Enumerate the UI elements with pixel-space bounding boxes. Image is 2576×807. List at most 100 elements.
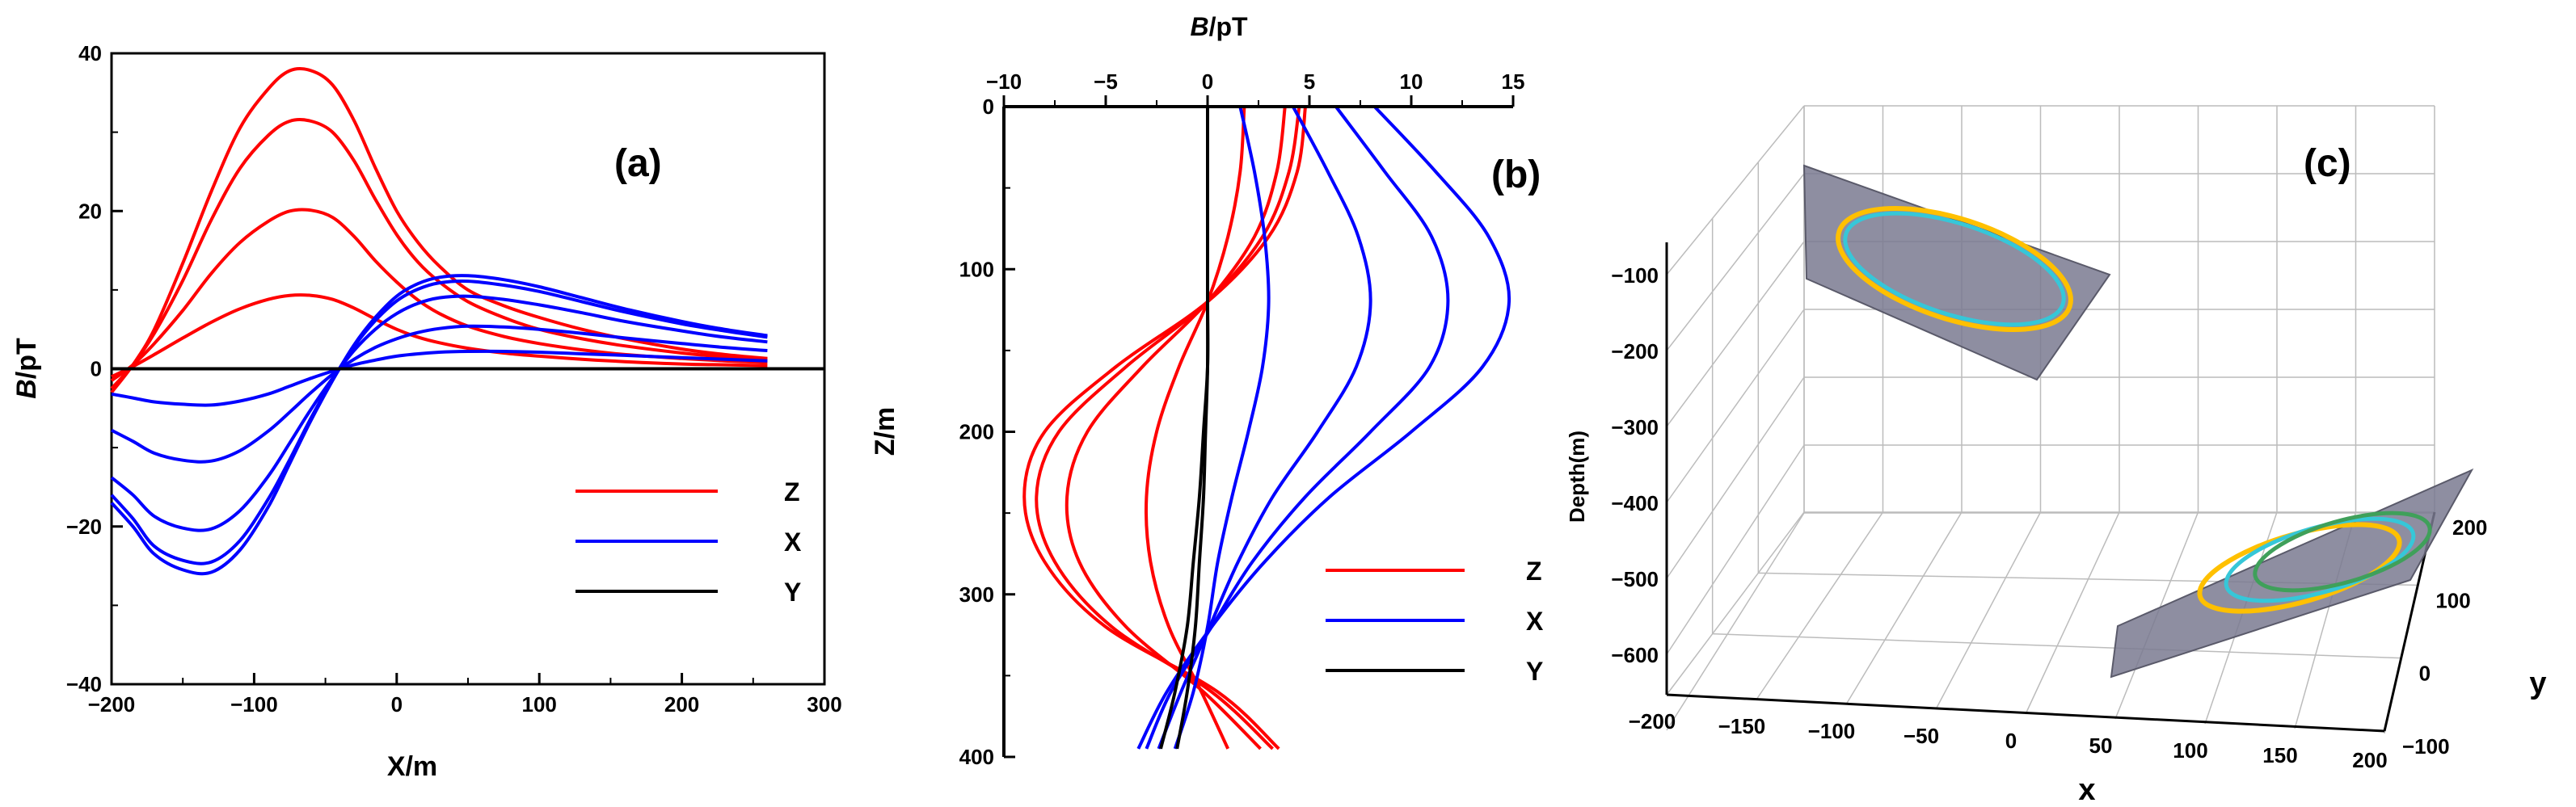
panel-c-left-wall-gridline <box>1666 376 1805 579</box>
panel-c-y-tick-label: 200 <box>2452 515 2487 540</box>
panel-b-y-axis-label: Z/m <box>870 407 900 456</box>
panel-c-x-tick-label: 200 <box>2352 748 2387 772</box>
panel-a-legend-label-z: Z <box>784 477 800 506</box>
panel-c-depth-tick-label: −600 <box>1611 643 1659 667</box>
panel-a-y-axis-label: B/pT <box>11 338 42 399</box>
panel-b-series <box>1022 105 1511 750</box>
panel-a-y-tick-label: 0 <box>91 357 102 381</box>
panel-b-x-tick-label: 10 <box>1400 69 1423 94</box>
panel-c-y-tick-label: −100 <box>2402 734 2450 759</box>
panel-c-depth-tick-label: −200 <box>1611 339 1659 364</box>
panel-a-series-z-line <box>111 293 768 379</box>
panel-b-legend-label-x: X <box>1526 607 1544 636</box>
panel-b-y-tick-label: 200 <box>959 420 994 444</box>
panel-c-depth-tick-label: −400 <box>1611 491 1659 515</box>
panel-c-ticks: −100−200−300−400−500−600−200 −150 −100 −50 0… <box>1611 263 2487 772</box>
panel-a-series-x-line <box>110 294 768 532</box>
panel-c-depth-tick-label: −100 <box>1611 263 1659 288</box>
panel-b-y-tick-label: 0 <box>983 95 994 119</box>
panel-b-series-z-line <box>1144 106 1246 750</box>
panel-b-x-tick-label: 0 <box>1202 69 1213 94</box>
panel-c-x-axis-line <box>1666 693 2385 733</box>
panel-a-series <box>110 66 768 576</box>
panel-c-floor-gridline <box>1756 511 1884 700</box>
panel-b: −10 −5 0 5 10 15 0 100 200 300 400 (b) B/pT Z/m ZX… <box>870 12 1544 769</box>
panel-c-y-axis-label: y <box>2529 666 2546 700</box>
panel-b-series-x-line <box>1157 106 1372 750</box>
panel-a-y-tick-label: −40 <box>66 672 102 696</box>
panel-a-y-axis-label-unit: /pT <box>11 338 42 379</box>
panel-a-y-tick-label: 40 <box>78 41 102 65</box>
panel-c-upper-ring-outer <box>1836 205 2073 333</box>
panel-c-left-wall-gridline <box>1666 105 1805 275</box>
panel-a-x-tick-label: −100 <box>230 692 278 717</box>
panel-c-x-tick-label: 100 <box>2173 738 2207 763</box>
panel-a-series-z-line <box>110 66 768 394</box>
panel-b-x-tick-label: −5 <box>1094 69 1118 94</box>
panel-c-x-axis-label: x <box>2078 773 2095 807</box>
panel-c-upper-plate <box>1802 164 2111 381</box>
panel-c-x-tick-label: −50 <box>1904 724 1939 748</box>
panel-a-label: (a) <box>614 142 662 185</box>
panel-a-x-tick-label: 0 <box>391 692 403 717</box>
panel-c-lower-plate <box>2110 468 2474 679</box>
panel-b-y-tick-label: 300 <box>959 582 994 607</box>
panel-c-x-tick-label: −100 <box>1808 719 1856 743</box>
panel-c-floor-gridline <box>1845 511 1963 705</box>
panel-b-x-axis-label-symbol: B <box>1190 12 1208 41</box>
panel-b-x-axis-label: B/pT <box>1190 12 1248 41</box>
panel-b-y-tick-label: 400 <box>959 745 994 769</box>
panel-a-series-z-line <box>110 118 768 390</box>
panel-c-x-tick-label: −200 <box>1629 709 1676 733</box>
panel-a-y-axis-label-symbol: B <box>11 379 42 399</box>
panel-b-series-x-line <box>1173 106 1271 750</box>
panel-c-upper-ring-inner <box>1843 211 2066 327</box>
panel-c-floor-gridline <box>1935 511 2042 710</box>
panel-a-x-tick-label: 300 <box>807 692 841 717</box>
panel-a-x-axis-label: X/m <box>387 751 437 782</box>
panel-a-series-x-line <box>110 279 768 565</box>
panel-c-3d-grid <box>1665 105 2436 734</box>
panel-b-series-z-line <box>1035 106 1301 750</box>
panel-b-series-z-line <box>1065 106 1287 750</box>
panel-b-x-tick-label: 15 <box>1502 69 1525 94</box>
panel-b-legend: ZXY <box>1326 557 1544 686</box>
panel-b-series-z-line <box>1022 106 1307 750</box>
panel-a-series-z-line <box>110 208 768 382</box>
panel-c-depth-tick-label: −300 <box>1611 415 1659 439</box>
panel-c-lower-ring-3 <box>2253 511 2432 593</box>
panel-a-x-tick-label: 200 <box>664 692 699 717</box>
panel-a-series-x-line <box>111 349 768 407</box>
panel-a-legend: ZXY <box>575 477 802 607</box>
panel-c-floor-gridline <box>1666 511 1805 696</box>
panel-c-left-wall-gridline <box>1666 173 1805 351</box>
panel-c-left-wall-gridline <box>1666 512 1805 731</box>
panel-c-y-tick-label: 100 <box>2435 588 2470 612</box>
panel-c-x-tick-label: 50 <box>2089 733 2113 758</box>
panel-b-series-y-line <box>1175 106 1210 750</box>
panel-b-x-tick-label: 5 <box>1304 69 1315 94</box>
panel-a-series-x-line <box>110 274 768 576</box>
panel-b-legend-label-y: Y <box>1526 657 1543 686</box>
panel-c-left-wall-gridline <box>1666 444 1805 655</box>
panel-c-depth-tick-label: −500 <box>1611 567 1659 591</box>
panel-a-y-tick-label: −20 <box>66 515 102 539</box>
panel-c-depth-axis-label: Depth(m) <box>1565 431 1589 523</box>
panel-c-floor-gridline <box>2025 511 2120 715</box>
panel-c-x-tick-label: 150 <box>2262 743 2297 767</box>
panel-c: −100−200−300−400−500−600−200 −150 −100 −50 0… <box>1565 105 2547 807</box>
panel-c-left-wall-gridline <box>1666 309 1805 503</box>
panel-a-series-x-line <box>111 324 768 464</box>
panel-c-x-tick-label: 0 <box>2005 729 2017 753</box>
panel-c-conductor-plates <box>1802 164 2474 679</box>
panel-b-x-tick-label: −10 <box>986 69 1022 94</box>
panel-c-y-tick-label: 0 <box>2419 662 2431 686</box>
panel-c-label: (c) <box>2304 142 2351 185</box>
panel-b-y-tick-label: 100 <box>959 257 994 281</box>
panel-b-x-axis-label-unit: /pT <box>1209 12 1248 41</box>
panel-c-floor-gridline <box>1712 633 2401 659</box>
panel-a-legend-label-y: Y <box>784 578 801 607</box>
